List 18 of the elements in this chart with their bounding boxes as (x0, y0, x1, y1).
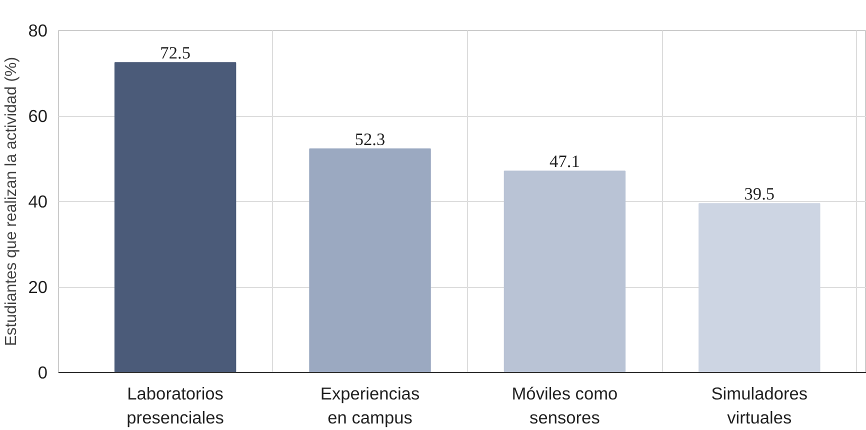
x-tick-label: Simuladores virtuales (711, 384, 808, 428)
data-label: 39.5 (744, 184, 775, 204)
bar (114, 62, 236, 372)
x-tick-label: Móviles como sensores (512, 384, 618, 428)
y-axis-title: Estudiantes que realizan la actividad (%) (3, 56, 20, 346)
bar (698, 203, 820, 372)
y-tick-label: 60 (28, 106, 48, 126)
x-tick-label: Laboratorios presenciales (126, 384, 224, 428)
bar (309, 148, 431, 372)
y-tick-label: 0 (38, 362, 48, 382)
x-tick-label: Experiencias en campus (320, 384, 420, 428)
data-label: 72.5 (160, 44, 190, 63)
data-label: 47.1 (550, 152, 580, 172)
bar (504, 170, 626, 372)
y-tick-label: 20 (28, 277, 48, 297)
y-tick-label: 40 (28, 192, 48, 212)
data-label: 52.3 (354, 130, 386, 149)
y-tick-label: 80 (28, 20, 48, 40)
